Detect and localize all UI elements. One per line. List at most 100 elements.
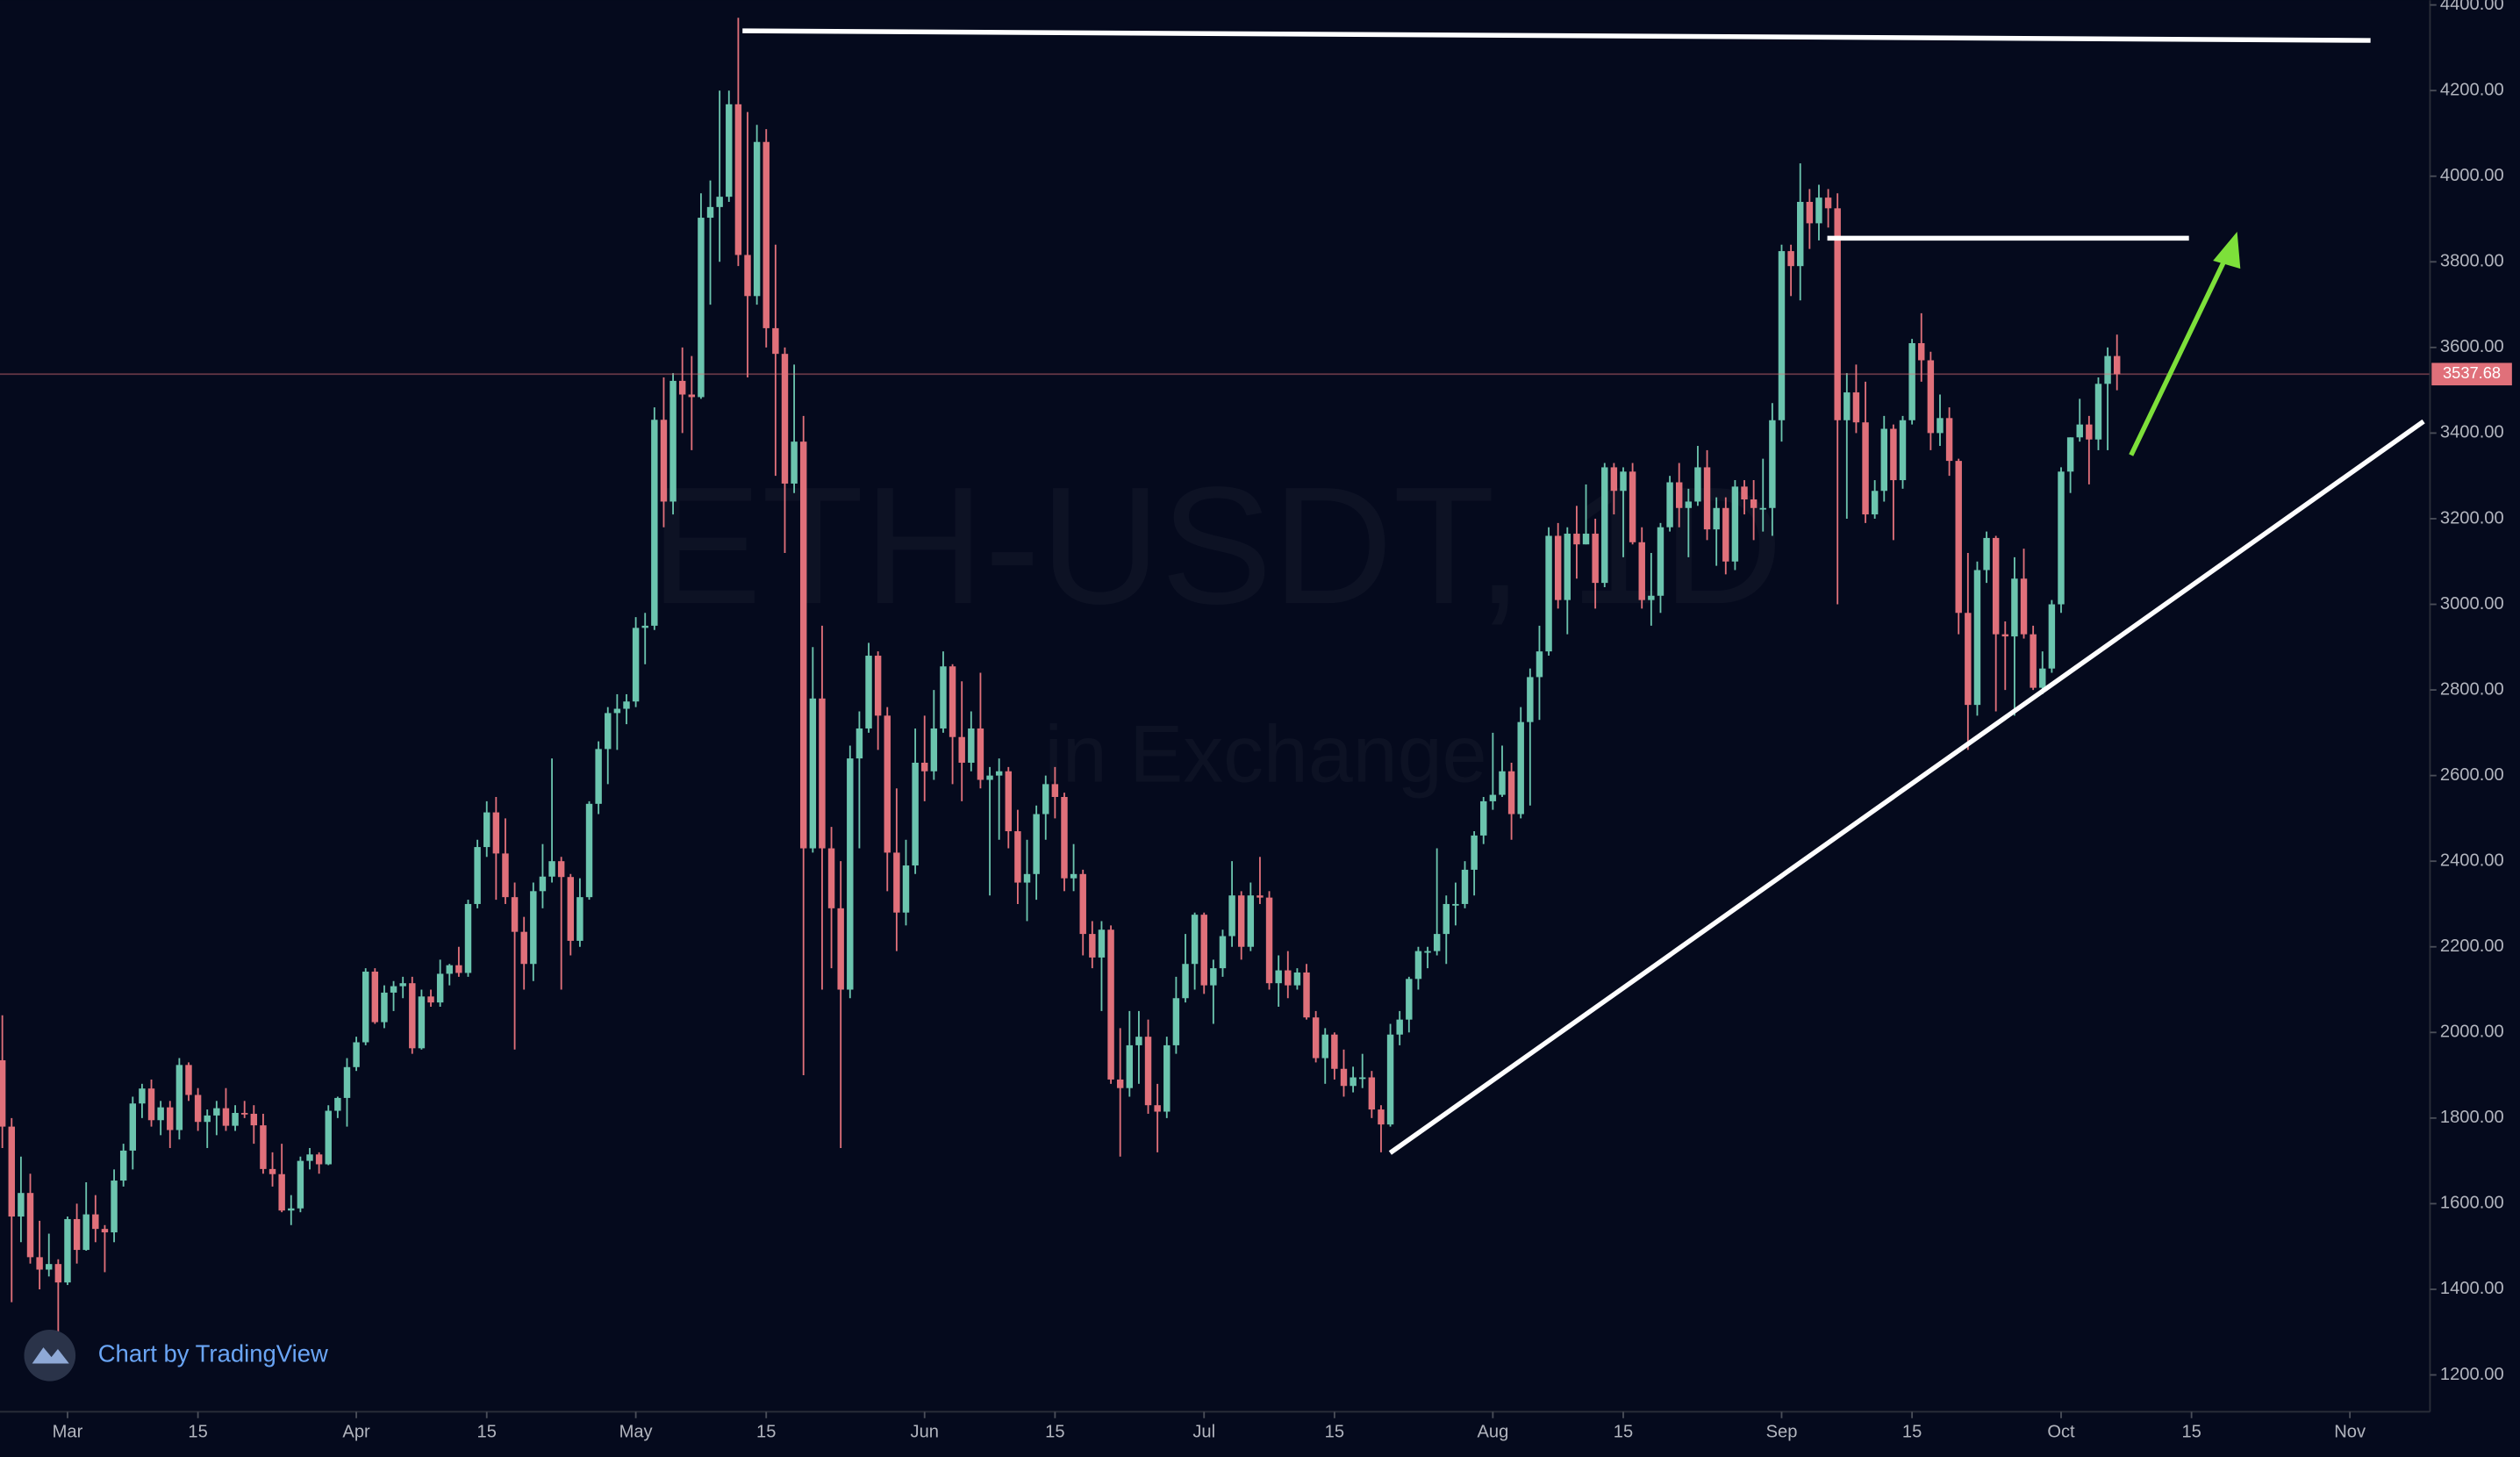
candle-body — [605, 713, 612, 750]
candle-body — [1937, 418, 1944, 434]
candle-body — [297, 1160, 304, 1209]
candle-body — [2030, 634, 2037, 688]
candle-body — [464, 903, 472, 973]
candle-body — [2086, 424, 2093, 440]
candle-body — [1163, 1044, 1171, 1112]
candle-body — [418, 996, 426, 1049]
candle-body — [2039, 668, 2046, 688]
candle-body — [1433, 934, 1441, 951]
candle-body — [167, 1107, 174, 1130]
candle-body — [1414, 951, 1422, 980]
candle-body — [1200, 915, 1207, 986]
candle-body — [1237, 895, 1245, 947]
candle-body — [1703, 467, 1711, 530]
candle-body — [688, 394, 696, 398]
candle-body — [73, 1218, 81, 1251]
x-tick-label: Jul — [1192, 1423, 1215, 1442]
candle-body — [1592, 534, 1599, 584]
logo-icon — [32, 1347, 69, 1364]
candle-body — [1992, 537, 2000, 635]
candle-body — [1666, 482, 1673, 528]
candle-body — [809, 698, 817, 849]
candle-body — [1340, 1068, 1348, 1087]
candle-body — [995, 771, 1003, 776]
candle-body — [669, 380, 677, 502]
candle-body — [213, 1108, 220, 1116]
candle-body — [2104, 355, 2111, 384]
candle-body — [1098, 929, 1106, 958]
candle-body — [1051, 784, 1059, 798]
candle-body — [1312, 1017, 1320, 1059]
candle-body — [268, 1168, 276, 1174]
y-tick-label: 3200.00 — [2440, 508, 2504, 528]
candle-body — [827, 848, 835, 908]
candle-body — [1536, 651, 1543, 678]
candle-body — [1713, 507, 1720, 530]
x-tick-label: 15 — [1325, 1423, 1344, 1442]
candle-body — [92, 1214, 99, 1230]
candle-body — [660, 420, 668, 502]
candle-body — [1247, 895, 1255, 947]
x-tick-label: Mar — [53, 1423, 83, 1442]
candle-body — [986, 775, 993, 780]
candle-body — [1834, 208, 1841, 420]
candle-body — [1303, 972, 1310, 1018]
candle-body — [288, 1208, 295, 1211]
candle-body — [46, 1264, 53, 1270]
candle-body — [139, 1088, 146, 1104]
candle-body — [623, 701, 630, 709]
candle-body — [744, 255, 751, 297]
candle-body — [1116, 1079, 1124, 1088]
candle-body — [1675, 482, 1683, 508]
candle-body — [1089, 934, 1096, 958]
candle-body — [1452, 903, 1459, 906]
candle-body — [1406, 979, 1413, 1020]
candle-body — [157, 1107, 164, 1121]
candle-body — [1228, 895, 1235, 937]
candle-body — [1135, 1037, 1142, 1045]
candle-body — [455, 965, 462, 973]
y-tick-label: 3600.00 — [2440, 337, 2504, 356]
candle-body — [511, 897, 519, 932]
y-tick-label: 1600.00 — [2440, 1194, 2504, 1213]
candle-body — [278, 1173, 285, 1211]
candle-body — [1731, 486, 1739, 562]
candle-body — [651, 420, 658, 626]
candle-body — [1843, 392, 1851, 420]
candle-body — [557, 861, 565, 878]
candle-body — [1443, 903, 1450, 935]
x-tick-label: 15 — [1902, 1423, 1922, 1442]
candle-body — [8, 1126, 15, 1217]
candle-body — [36, 1257, 43, 1270]
candle-body — [1005, 771, 1012, 832]
candle-body — [1741, 486, 1748, 500]
candle-body — [576, 897, 583, 941]
candle-body — [222, 1108, 230, 1126]
y-tick-label: 3800.00 — [2440, 252, 2504, 271]
candle-body — [1815, 197, 1822, 224]
candle-body — [1191, 915, 1199, 965]
y-tick-label: 2600.00 — [2440, 765, 2504, 785]
candle-body — [1629, 471, 1636, 542]
candle-body — [306, 1154, 313, 1161]
candle-body — [2020, 578, 2028, 635]
candle-body — [1638, 542, 1645, 600]
candle-body — [1797, 202, 1804, 267]
candle-body — [781, 354, 789, 484]
candle-body — [502, 853, 509, 898]
candle-body — [902, 865, 910, 913]
candle-body — [1378, 1109, 1385, 1125]
candle-body — [1517, 721, 1524, 815]
x-tick-label: 15 — [1614, 1423, 1633, 1442]
last-price-label: 3537.68 — [2443, 363, 2501, 382]
y-tick-label: 2000.00 — [2440, 1023, 2504, 1042]
y-tick-label: 4000.00 — [2440, 166, 2504, 185]
candle-body — [1722, 507, 1729, 562]
candle-body — [865, 656, 872, 728]
candle-body — [1965, 613, 1972, 706]
candle-body — [930, 728, 938, 772]
candle-body — [1694, 467, 1701, 502]
candle-body — [1210, 968, 1217, 986]
candle-body — [2094, 384, 2102, 440]
candle-body — [1945, 418, 1953, 462]
